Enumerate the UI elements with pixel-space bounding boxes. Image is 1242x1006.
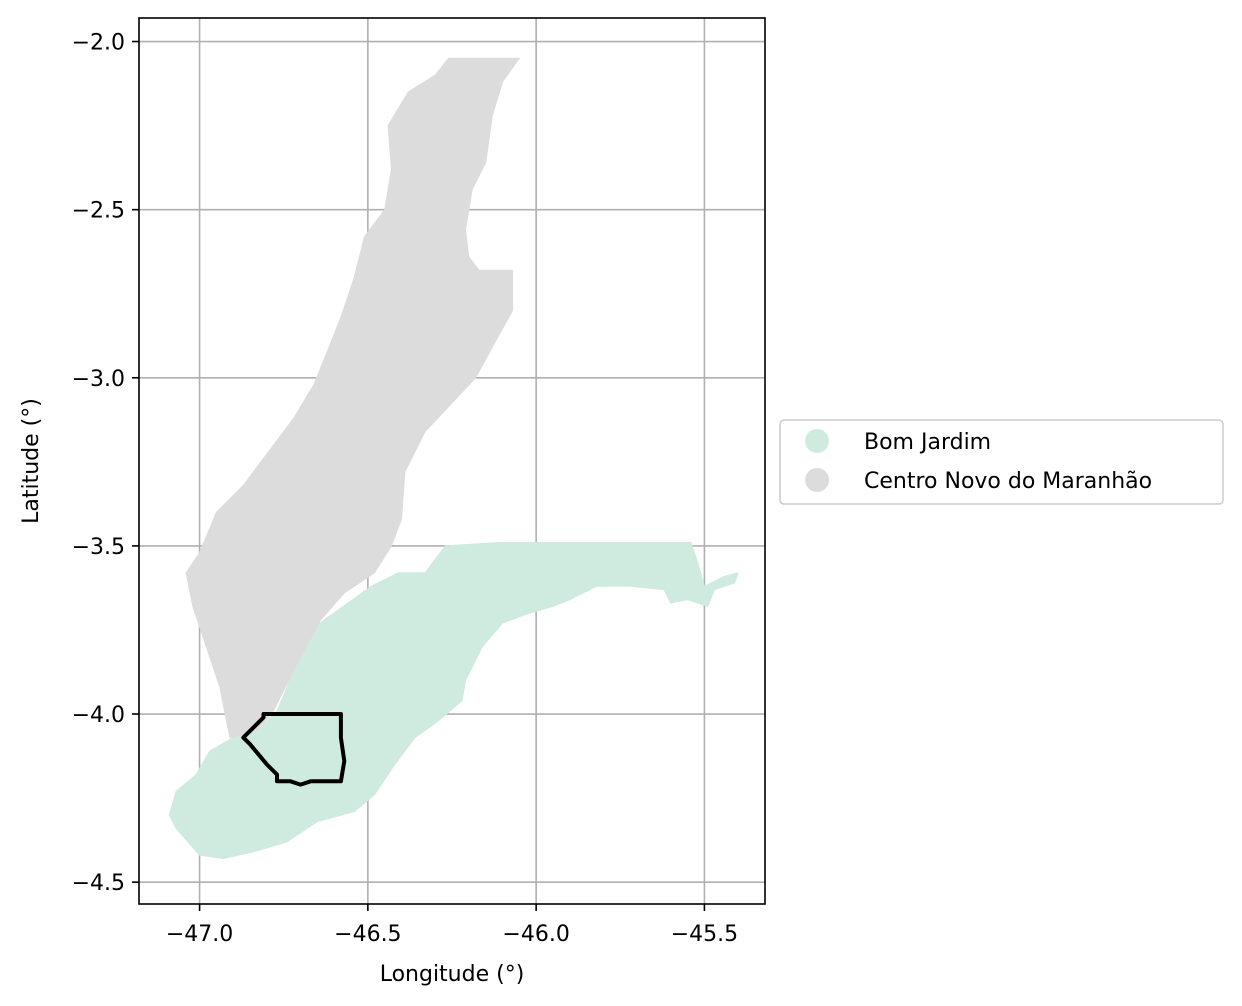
legend: Bom Jardim Centro Novo do Maranhão xyxy=(779,419,1224,505)
x-tick-label-minus-46-5: −46.5 xyxy=(334,922,401,947)
y-tick-label-minus-3-5: −3.5 xyxy=(72,535,125,560)
y-axis-ticks: −2.0 −2.5 −3.0 −3.5 −4.0 −4.5 xyxy=(72,31,139,896)
outline-polygon xyxy=(241,712,347,787)
y-axis-label: Latitude (°) xyxy=(19,398,44,524)
y-tick-label-minus-4-0: −4.0 xyxy=(72,703,125,728)
legend-box xyxy=(779,419,1224,505)
x-axis-label: Longitude (°) xyxy=(380,962,525,987)
y-tick-label-minus-2-5: −2.5 xyxy=(72,199,125,224)
boundary-outline xyxy=(241,712,347,787)
legend-label-bom-jardim: Bom Jardim xyxy=(864,430,991,455)
y-tick-label-minus-4-5: −4.5 xyxy=(72,871,125,896)
legend-label-centro-novo: Centro Novo do Maranhão xyxy=(864,469,1152,494)
y-tick-label-minus-2-0: −2.0 xyxy=(72,31,125,56)
x-axis-ticks: −47.0 −46.5 −46.0 −45.5 xyxy=(166,904,738,947)
legend-swatch-centro-novo xyxy=(805,468,829,492)
x-tick-label-minus-46-0: −46.0 xyxy=(502,922,569,947)
x-tick-label-minus-47-0: −47.0 xyxy=(166,922,233,947)
x-tick-label-minus-45-5: −45.5 xyxy=(671,922,738,947)
plot-frame xyxy=(138,17,766,905)
legend-swatch-bom-jardim xyxy=(805,429,829,453)
y-tick-label-minus-3-0: −3.0 xyxy=(72,367,125,392)
region-centro-novo-do-maranhao xyxy=(185,57,521,739)
